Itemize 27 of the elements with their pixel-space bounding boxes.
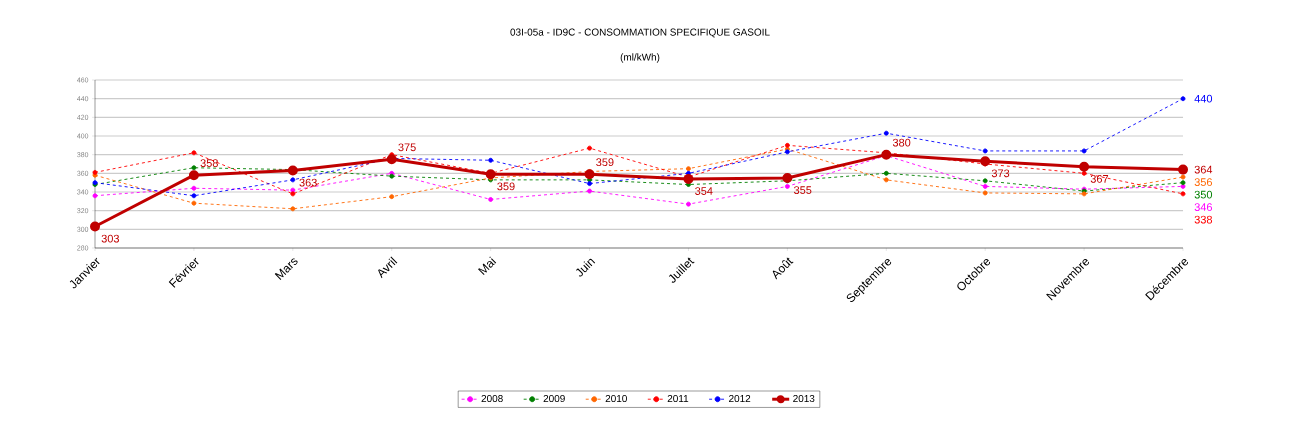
data-label: 303: [101, 234, 119, 243]
data-label: 363: [299, 178, 317, 187]
data-label: 350: [1194, 190, 1213, 199]
data-label: 358: [200, 159, 218, 167]
data-label: 346: [1194, 203, 1213, 211]
legend-label: 2010: [605, 394, 627, 403]
chart-title: 03I-05a - ID9C - CONSOMMATION SPECIFIQUE GASOIL: [510, 28, 770, 38]
x-tick-label: Juin: [576, 258, 596, 277]
data-label: 359: [497, 182, 515, 191]
data-label: 375: [398, 143, 416, 152]
x-tick-label: Mai: [478, 256, 497, 276]
data-label: 354: [695, 187, 713, 195]
legend-label: 2012: [729, 394, 751, 403]
legend-label: 2008: [481, 394, 503, 403]
legend-label: 2011: [667, 394, 689, 403]
data-label: 380: [892, 138, 911, 147]
data-label: 373: [991, 169, 1010, 178]
data-label: 355: [794, 186, 812, 194]
legend-label: 2009: [543, 394, 565, 403]
data-label: 364: [1194, 165, 1213, 174]
data-label: 440: [1194, 94, 1213, 103]
data-label: 356: [1194, 178, 1213, 186]
chart-subtitle: (ml/kWh): [620, 53, 660, 63]
data-label: 367: [1090, 175, 1109, 183]
data-label: 338: [1194, 215, 1213, 224]
legend-label: 2013: [793, 394, 815, 403]
data-label: 359: [596, 158, 614, 167]
